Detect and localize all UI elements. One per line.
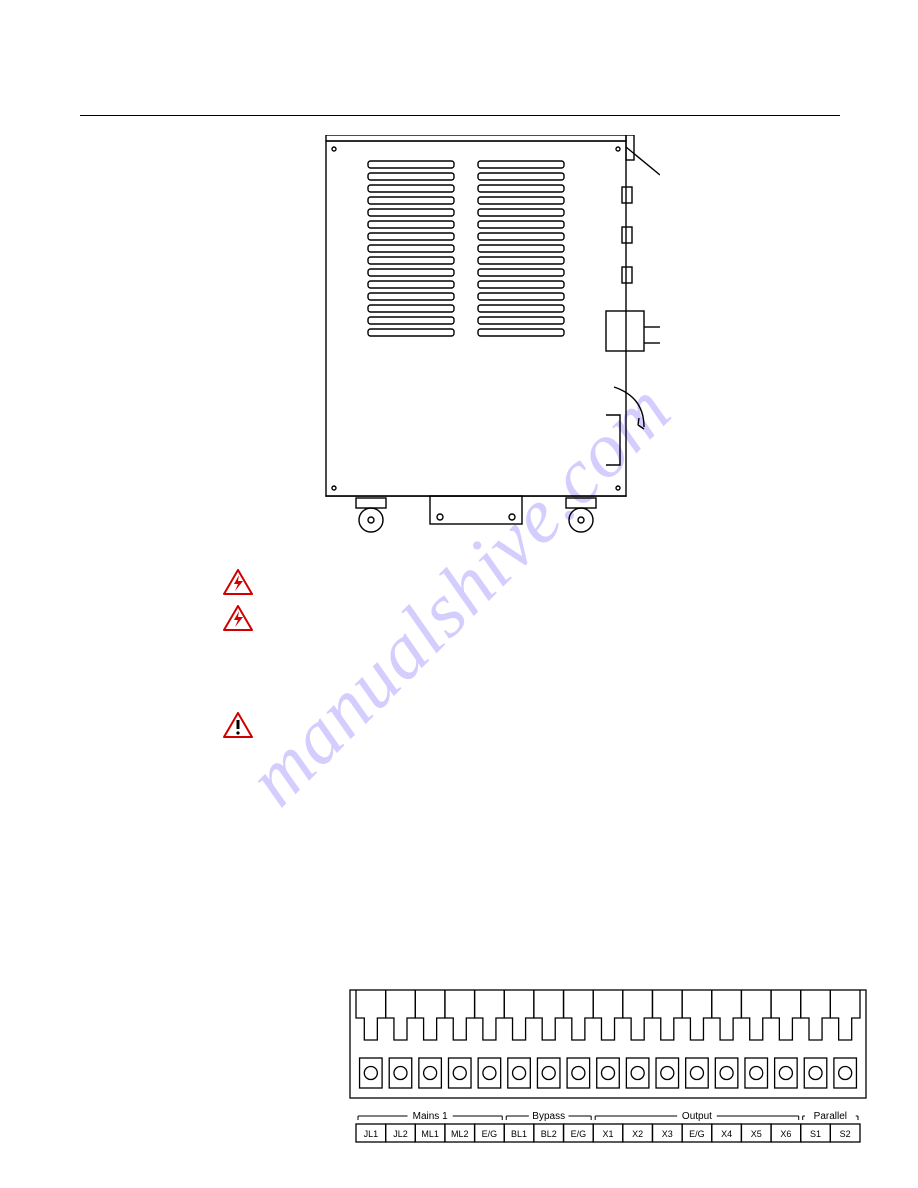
terminal-pin-label: E/G xyxy=(689,1129,705,1139)
terminal-pin-label: X4 xyxy=(721,1129,732,1139)
terminal-pin-label: BL2 xyxy=(541,1129,557,1139)
terminal-group-label: Bypass xyxy=(532,1111,565,1122)
shock-warning-icon xyxy=(223,605,253,631)
terminal-group-label: Mains 1 xyxy=(413,1111,448,1122)
terminal-pin-label: S2 xyxy=(840,1129,851,1139)
terminal-pin-label: X6 xyxy=(780,1129,791,1139)
terminal-pin-label: X1 xyxy=(602,1129,613,1139)
cabinet-diagram xyxy=(320,135,660,540)
terminal-pin-label: ML1 xyxy=(421,1129,439,1139)
shock-warning-icon xyxy=(223,569,253,595)
terminal-pin-label: ML2 xyxy=(451,1129,469,1139)
terminal-pin-label: JL2 xyxy=(393,1129,408,1139)
terminal-pin-label: S1 xyxy=(810,1129,821,1139)
terminal-pin-label: X5 xyxy=(751,1129,762,1139)
terminal-pin-label: X2 xyxy=(632,1129,643,1139)
terminal-block-diagram: Mains 1 Bypass Output Parallel JL1 JL2 ML1 ML2… xyxy=(348,988,868,1153)
terminal-pin-label: E/G xyxy=(571,1129,587,1139)
terminal-pin-label: X3 xyxy=(662,1129,673,1139)
terminal-group-label: Parallel xyxy=(814,1111,847,1122)
terminal-pin-label: E/G xyxy=(482,1129,498,1139)
terminal-pin-label: JL1 xyxy=(364,1129,379,1139)
terminal-group-label: Output xyxy=(682,1111,712,1122)
header-rule xyxy=(80,115,840,116)
caution-warning-icon xyxy=(223,712,253,738)
terminal-pin-label: BL1 xyxy=(511,1129,527,1139)
